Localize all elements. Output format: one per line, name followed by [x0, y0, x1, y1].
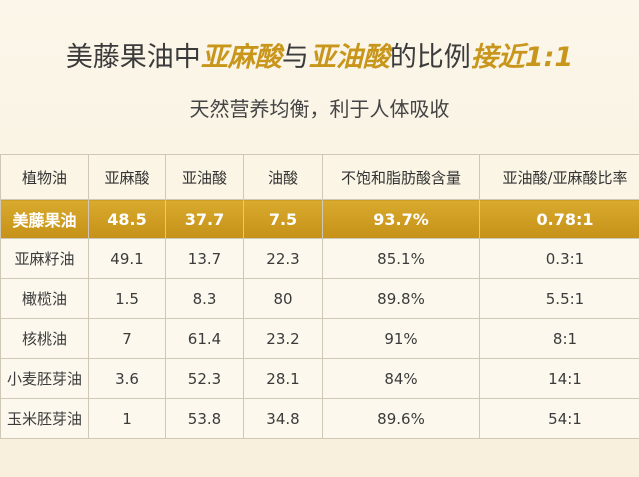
- cell-linolenic: 3.6: [88, 358, 166, 399]
- cell-linolenic: 7: [88, 318, 166, 359]
- header-unsaturated: 不饱和脂肪酸含量: [322, 154, 480, 200]
- cell-linoleic: 37.7: [165, 199, 244, 239]
- table-row: 亚麻籽油 49.1 13.7 22.3 85.1% 0.3:1: [0, 238, 639, 279]
- cell-ratio: 0.3:1: [479, 238, 639, 279]
- cell-linoleic: 13.7: [165, 238, 244, 279]
- cell-unsaturated: 89.8%: [322, 278, 480, 319]
- cell-oleic: 22.3: [243, 238, 323, 279]
- cell-unsaturated: 89.6%: [322, 398, 480, 439]
- table-row: 核桃油 7 61.4 23.2 91% 8:1: [0, 318, 639, 359]
- cell-linoleic: 52.3: [165, 358, 244, 399]
- title-highlight-linoleic: 亚油酸: [308, 42, 390, 73]
- cell-oil: 玉米胚芽油: [0, 398, 89, 439]
- cell-oil: 核桃油: [0, 318, 89, 359]
- oil-comparison-table: 植物油 亚麻酸 亚油酸 油酸 不饱和脂肪酸含量 亚油酸/亚麻酸比率 美藤果油 4…: [0, 154, 639, 439]
- cell-unsaturated: 84%: [322, 358, 480, 399]
- table-row: 橄榄油 1.5 8.3 80 89.8% 5.5:1: [0, 278, 639, 319]
- header-ratio: 亚油酸/亚麻酸比率: [479, 154, 639, 200]
- cell-linolenic: 49.1: [88, 238, 166, 279]
- cell-linoleic: 8.3: [165, 278, 244, 319]
- cell-linolenic: 1: [88, 398, 166, 439]
- cell-unsaturated: 93.7%: [322, 199, 480, 239]
- cell-linoleic: 61.4: [165, 318, 244, 359]
- cell-ratio: 14:1: [479, 358, 639, 399]
- cell-unsaturated: 91%: [322, 318, 480, 359]
- table-header-row: 植物油 亚麻酸 亚油酸 油酸 不饱和脂肪酸含量 亚油酸/亚麻酸比率: [0, 154, 639, 200]
- cell-oleic: 80: [243, 278, 323, 319]
- cell-linolenic: 48.5: [88, 199, 166, 239]
- title-highlight-ratio: 接近1:1: [470, 42, 574, 73]
- cell-oil: 橄榄油: [0, 278, 89, 319]
- title-part-2: 与: [281, 42, 309, 73]
- cell-ratio: 0.78:1: [479, 199, 639, 239]
- header-oleic: 油酸: [243, 154, 323, 200]
- cell-unsaturated: 85.1%: [322, 238, 480, 279]
- cell-ratio: 8:1: [479, 318, 639, 359]
- title-part-1: 美藤果油中: [65, 42, 201, 73]
- table-row: 玉米胚芽油 1 53.8 34.8 89.6% 54:1: [0, 398, 639, 439]
- page-subtitle: 天然营养均衡，利于人体吸收: [189, 97, 450, 121]
- cell-linolenic: 1.5: [88, 278, 166, 319]
- table-row: 小麦胚芽油 3.6 52.3 28.1 84% 14:1: [0, 358, 639, 399]
- cell-ratio: 5.5:1: [479, 278, 639, 319]
- cell-oleic: 28.1: [243, 358, 323, 399]
- cell-linoleic: 53.8: [165, 398, 244, 439]
- cell-oleic: 23.2: [243, 318, 323, 359]
- header-oil: 植物油: [0, 154, 89, 200]
- cell-oil: 小麦胚芽油: [0, 358, 89, 399]
- cell-oil: 美藤果油: [0, 199, 89, 239]
- header-linolenic: 亚麻酸: [88, 154, 166, 200]
- cell-oil: 亚麻籽油: [0, 238, 89, 279]
- cell-oleic: 34.8: [243, 398, 323, 439]
- header-linoleic: 亚油酸: [165, 154, 244, 200]
- title-part-3: 的比例: [389, 42, 471, 73]
- cell-oleic: 7.5: [243, 199, 323, 239]
- table-row-highlighted: 美藤果油 48.5 37.7 7.5 93.7% 0.78:1: [0, 199, 639, 239]
- cell-ratio: 54:1: [479, 398, 639, 439]
- title-highlight-linolenic: 亚麻酸: [200, 42, 282, 73]
- page-title: 美藤果油中亚麻酸与亚油酸的比例接近1:1: [0, 40, 639, 76]
